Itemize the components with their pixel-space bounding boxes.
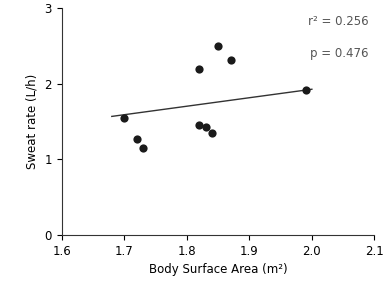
X-axis label: Body Surface Area (m²): Body Surface Area (m²) [149,263,288,276]
Point [203,125,209,129]
Point [227,57,234,62]
Point [196,123,202,128]
Text: p = 0.476: p = 0.476 [310,47,368,60]
Point [303,88,309,92]
Point [121,116,127,120]
Point [215,44,221,48]
Y-axis label: Sweat rate (L/h): Sweat rate (L/h) [26,74,39,169]
Point [196,67,202,71]
Point [140,146,146,150]
Text: r² = 0.256: r² = 0.256 [308,15,368,28]
Point [209,131,215,135]
Point [134,137,140,141]
